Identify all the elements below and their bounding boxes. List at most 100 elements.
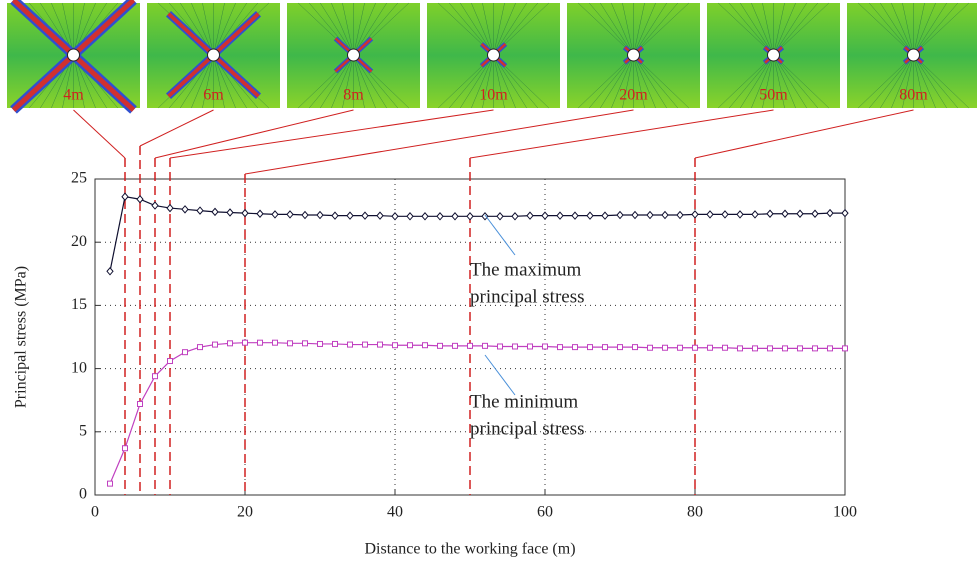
thumbnail: 80m bbox=[847, 3, 977, 108]
point bbox=[632, 212, 638, 219]
point bbox=[497, 213, 503, 220]
series-note: The maximum bbox=[470, 259, 582, 280]
point bbox=[738, 346, 743, 351]
leader-line bbox=[485, 215, 515, 255]
point bbox=[813, 346, 818, 351]
point bbox=[752, 211, 758, 218]
thumbnail-label: 10m bbox=[479, 87, 508, 104]
series-note: principal stress bbox=[470, 286, 585, 307]
point bbox=[753, 346, 758, 351]
point bbox=[617, 212, 623, 219]
point bbox=[347, 212, 353, 219]
thumbnail-label: 50m bbox=[759, 87, 788, 104]
point bbox=[602, 212, 608, 219]
point bbox=[662, 212, 668, 219]
point bbox=[243, 340, 248, 345]
point bbox=[198, 345, 203, 350]
point bbox=[558, 345, 563, 350]
point bbox=[693, 345, 698, 350]
thumbnail: 6m bbox=[147, 3, 280, 108]
thumbnail: 8m bbox=[287, 3, 420, 108]
point bbox=[663, 345, 668, 350]
point bbox=[167, 205, 173, 212]
point bbox=[197, 207, 203, 214]
y-tick-label: 25 bbox=[71, 170, 87, 187]
x-tick-label: 100 bbox=[833, 504, 857, 521]
point bbox=[182, 206, 188, 213]
point bbox=[228, 341, 233, 346]
tunnel bbox=[488, 49, 500, 61]
point bbox=[708, 345, 713, 350]
thumbnail-label: 6m bbox=[203, 87, 224, 104]
x-tick-label: 0 bbox=[91, 504, 99, 521]
point bbox=[498, 344, 503, 349]
leader-line bbox=[485, 355, 515, 395]
point bbox=[648, 345, 653, 350]
thumbnail: 20m bbox=[567, 3, 700, 108]
point bbox=[303, 341, 308, 346]
point bbox=[122, 193, 128, 200]
connector bbox=[140, 110, 214, 146]
point bbox=[287, 211, 293, 218]
y-tick-label: 0 bbox=[79, 486, 87, 503]
point bbox=[437, 213, 443, 220]
point bbox=[392, 213, 398, 220]
tunnel bbox=[208, 49, 220, 61]
point bbox=[108, 481, 113, 486]
point bbox=[423, 343, 428, 348]
thumbnail-label: 20m bbox=[619, 87, 648, 104]
point bbox=[377, 212, 383, 219]
point bbox=[557, 212, 563, 219]
point bbox=[467, 213, 473, 220]
point bbox=[453, 343, 458, 348]
point bbox=[348, 342, 353, 347]
point bbox=[542, 212, 548, 219]
tunnel bbox=[68, 49, 80, 61]
point bbox=[302, 212, 308, 219]
point bbox=[528, 344, 533, 349]
thumbnail-label: 8m bbox=[343, 87, 364, 104]
point bbox=[513, 344, 518, 349]
point bbox=[543, 344, 548, 349]
point bbox=[512, 213, 518, 220]
point bbox=[138, 401, 143, 406]
point bbox=[812, 210, 818, 217]
chart: Distance to the working face (m) Princip… bbox=[0, 0, 977, 565]
point bbox=[212, 208, 218, 215]
point bbox=[393, 343, 398, 348]
thumbnail: 50m bbox=[707, 3, 840, 108]
point bbox=[288, 341, 293, 346]
series-note: The minimum bbox=[470, 391, 578, 412]
y-axis-label: Principal stress (MPa) bbox=[13, 266, 30, 408]
point bbox=[362, 212, 368, 219]
point bbox=[123, 446, 128, 451]
point bbox=[572, 212, 578, 219]
y-tick-label: 10 bbox=[71, 359, 87, 376]
y-tick-label: 20 bbox=[71, 233, 87, 250]
tunnel bbox=[908, 49, 920, 61]
plot-frame bbox=[95, 179, 845, 495]
point bbox=[707, 211, 713, 218]
point bbox=[782, 210, 788, 217]
point bbox=[318, 341, 323, 346]
point bbox=[407, 213, 413, 220]
point bbox=[422, 213, 428, 220]
point bbox=[452, 213, 458, 220]
point bbox=[258, 340, 263, 345]
x-tick-label: 40 bbox=[387, 504, 403, 521]
page: {"chart_data": {"type": "line", "x_label… bbox=[0, 0, 977, 565]
point bbox=[332, 212, 338, 219]
point bbox=[737, 211, 743, 218]
point bbox=[647, 212, 653, 219]
point bbox=[333, 341, 338, 346]
point bbox=[722, 211, 728, 218]
point bbox=[767, 210, 773, 217]
point bbox=[408, 343, 413, 348]
point bbox=[317, 212, 323, 219]
connector bbox=[245, 110, 634, 174]
point bbox=[677, 212, 683, 219]
point bbox=[438, 343, 443, 348]
point bbox=[797, 210, 803, 217]
series-note: principal stress bbox=[470, 418, 585, 439]
tunnel bbox=[628, 49, 640, 61]
